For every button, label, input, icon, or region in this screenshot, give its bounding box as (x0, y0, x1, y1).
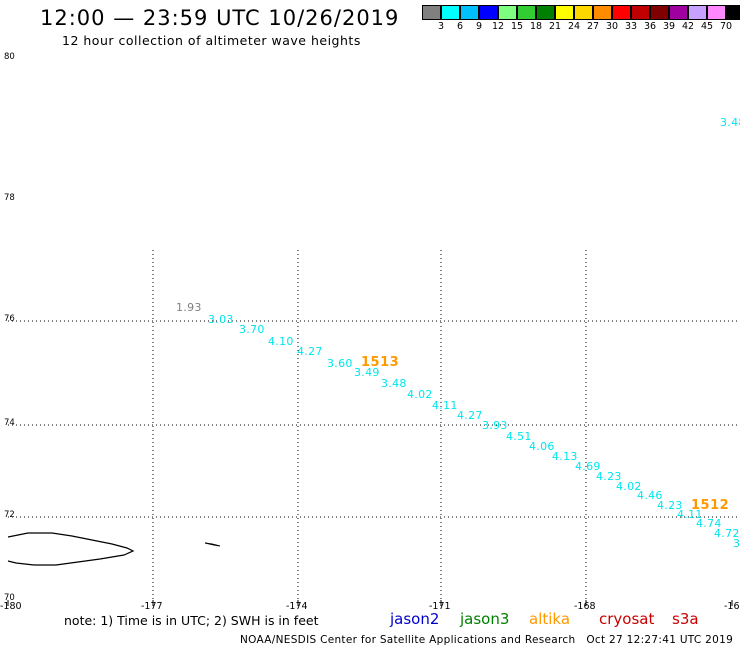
wave-height: 4.06 (529, 440, 555, 453)
legend-label: 6 (456, 21, 464, 32)
wrangel-island-coastline (7, 532, 135, 566)
wave-height: 4.27 (457, 409, 483, 422)
wave-height: 3.49 (354, 366, 380, 379)
wave-height: 4.11 (677, 508, 703, 521)
legend-label: 24 (567, 21, 581, 32)
lon-label-174: -174 (286, 601, 308, 612)
footer-note: note: 1) Time is in UTC; 2) SWH is in fe… (64, 613, 319, 628)
legend-label: 3 (437, 21, 445, 32)
legend-swatch (726, 5, 740, 20)
wave-height: 4.74 (696, 517, 722, 530)
wave-height: 3.93 (482, 419, 508, 432)
wave-height: 3 (733, 537, 740, 550)
credit-org: NOAA/NESDIS Center for Satellite Applica… (240, 634, 576, 646)
legend-swatch (612, 5, 631, 20)
legend-label: 30 (605, 21, 619, 32)
sat-cryosat: cryosat (599, 610, 655, 628)
wave-height: 4.10 (268, 335, 294, 348)
lat-label-70: 70 (4, 593, 15, 603)
legend-label: 45 (700, 21, 714, 32)
legend-swatch (422, 5, 441, 20)
legend-swatch (536, 5, 555, 20)
legend-label: 39 (662, 21, 676, 32)
footer-credit: NOAA/NESDIS Center for Satellite Applica… (240, 634, 733, 646)
legend-label: 12 (491, 21, 505, 32)
legend-label: 42 (681, 21, 695, 32)
legend-swatch (631, 5, 650, 20)
lon-label-165: -16 (724, 601, 740, 612)
lat-label-76: 76 (4, 314, 15, 324)
herald-island-coastline (204, 542, 221, 547)
lon-label-177: -177 (141, 601, 163, 612)
legend-swatch (669, 5, 688, 20)
lat-label-80: 80 (4, 52, 15, 62)
lon-label-180: -180 (0, 601, 22, 612)
legend-label: 21 (548, 21, 562, 32)
legend-swatch (498, 5, 517, 20)
legend-label: 70 (719, 21, 733, 32)
cycle-label-1513: 1513 (361, 355, 400, 370)
wave-height-isolated: 3.48 (720, 116, 740, 129)
legend-swatch (517, 5, 536, 20)
legend-swatch (593, 5, 612, 20)
credit-timestamp: Oct 27 12:27:41 UTC 2019 (586, 634, 734, 646)
wave-height: 4.69 (575, 460, 601, 473)
sat-s3a: s3a (672, 610, 699, 628)
wave-height: 4.02 (407, 388, 433, 401)
wave-height: 4.02 (616, 480, 642, 493)
legend-swatch (460, 5, 479, 20)
cycle-label-1512: 1512 (691, 498, 730, 513)
map-subtitle: 12 hour collection of altimeter wave hei… (62, 33, 361, 48)
lat-label-72: 72 (4, 510, 15, 520)
legend-label: 36 (643, 21, 657, 32)
grid-lines (8, 250, 740, 600)
legend-label: 15 (510, 21, 524, 32)
legend-label: 33 (624, 21, 638, 32)
legend-swatch (479, 5, 498, 20)
wave-height: 3.03 (208, 313, 234, 326)
sat-altika: altika (529, 610, 571, 628)
legend-swatch (650, 5, 669, 20)
legend-swatch (574, 5, 593, 20)
lat-label-78: 78 (4, 193, 15, 203)
map-title: 12:00 — 23:59 UTC 10/26/2019 (40, 6, 400, 30)
wave-height-gray: 1.93 (176, 301, 202, 314)
axis-ticks (7, 600, 733, 606)
sat-jason3: jason3 (460, 610, 510, 628)
wave-height: 4.23 (596, 470, 622, 483)
sat-jason2: jason2 (390, 610, 440, 628)
legend-swatch (441, 5, 460, 20)
wave-height: 4.46 (637, 489, 663, 502)
legend-swatch (555, 5, 574, 20)
wave-height: 4.27 (297, 345, 323, 358)
wave-height: 4.23 (657, 499, 683, 512)
wave-height: 4.51 (506, 430, 532, 443)
wave-height: 4.72 (714, 527, 740, 540)
legend-swatch (707, 5, 726, 20)
lon-label-168: -168 (574, 601, 596, 612)
legend-label: 27 (586, 21, 600, 32)
wave-height: 4.11 (432, 399, 458, 412)
wave-height: 4.13 (552, 450, 578, 463)
wave-height: 3.48 (381, 377, 407, 390)
wave-height: 3.60 (327, 357, 353, 370)
legend-label: 9 (475, 21, 483, 32)
legend-label: 18 (529, 21, 543, 32)
legend-swatch (688, 5, 707, 20)
lat-label-74: 74 (4, 418, 15, 428)
lon-label-171: -171 (429, 601, 451, 612)
wave-height: 3.70 (239, 323, 265, 336)
